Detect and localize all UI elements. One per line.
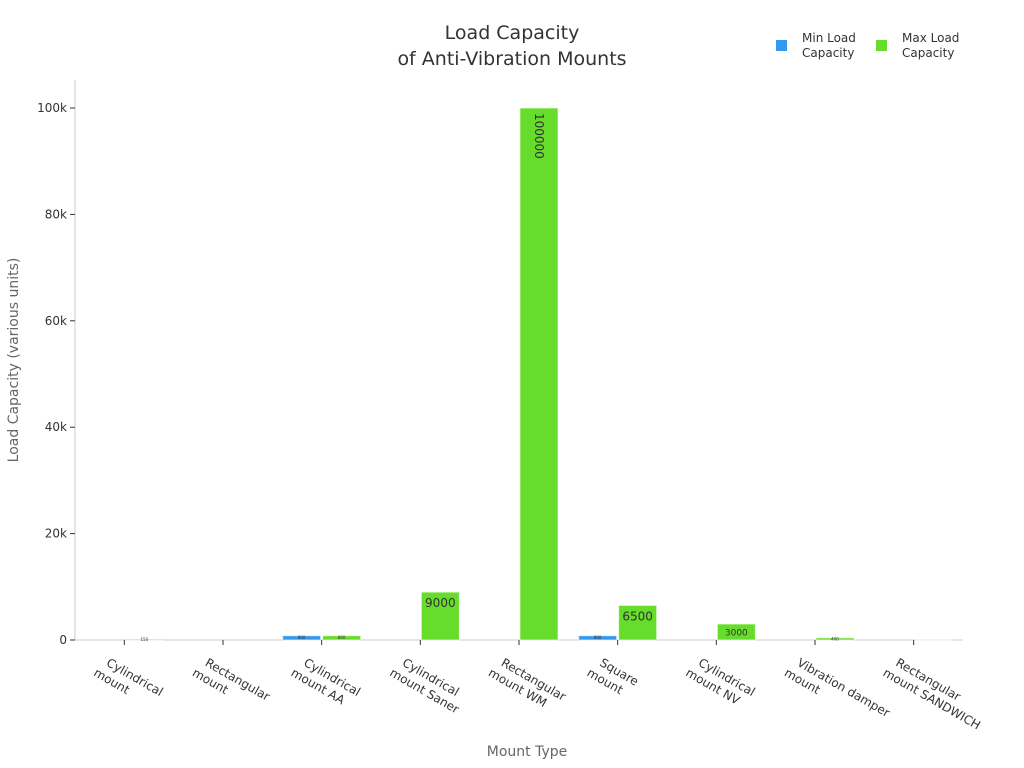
y-tick-label: 20k bbox=[45, 527, 67, 541]
y-tick-label: 60k bbox=[45, 314, 67, 328]
bar-data-label: 800 bbox=[338, 635, 346, 640]
min-load-bar bbox=[282, 635, 322, 641]
x-tick-label: Rectangularmount WM bbox=[486, 652, 568, 716]
x-tick-label: Squaremount bbox=[585, 652, 641, 701]
chart-title-line-2: of Anti-Vibration Mounts bbox=[397, 48, 627, 70]
bar-data-label: 800 bbox=[298, 635, 306, 640]
bar-data-label: 800 bbox=[594, 635, 602, 640]
x-tick-label: Rectangularmount SANDWICH bbox=[881, 652, 991, 732]
y-tick-label: 40k bbox=[45, 420, 67, 434]
max-load-bar bbox=[322, 635, 362, 641]
legend-item-min[interactable]: Min Load Capacity bbox=[776, 31, 872, 61]
chart-title-line-1: Load Capacity bbox=[444, 22, 580, 44]
max-load-bar bbox=[815, 637, 855, 641]
y-tick-label: 100k bbox=[37, 101, 67, 115]
y-tick-label: 0 bbox=[59, 633, 67, 647]
legend-swatch-min bbox=[776, 40, 787, 51]
legend-label-min-line-2: Capacity bbox=[802, 46, 855, 60]
x-tick-label: Cylindricalmount AA bbox=[289, 652, 363, 712]
x-tick-label: Rectangularmount bbox=[190, 652, 272, 716]
x-tick-label: Cylindricalmount NV bbox=[683, 652, 757, 712]
y-tick-label: 80k bbox=[45, 207, 67, 221]
bar-data-label: 6500 bbox=[622, 609, 653, 623]
legend-label-min-line-1: Min Load bbox=[802, 31, 856, 45]
legend-label-max-line-1: Max Load bbox=[902, 31, 960, 45]
max-load-bar bbox=[716, 623, 756, 641]
bar-data-label: 400 bbox=[831, 636, 839, 641]
max-load-bar bbox=[124, 638, 164, 641]
bar-data-label: 3000 bbox=[725, 629, 748, 639]
x-tick-label: Cylindricalmount bbox=[91, 652, 165, 712]
max-load-bar bbox=[420, 591, 460, 641]
bar-data-label: 100000 bbox=[532, 113, 546, 159]
max-load-bar bbox=[618, 604, 658, 641]
legend-label-min: Min Load Capacity bbox=[802, 31, 872, 61]
bar-data-label: 9000 bbox=[425, 596, 456, 610]
chart-legend: Min Load Capacity Max Load Capacity bbox=[776, 31, 1006, 65]
x-tick-label: Cylindricalmount Saner bbox=[387, 652, 469, 716]
min-load-bar bbox=[578, 635, 618, 641]
legend-swatch-max bbox=[876, 40, 887, 51]
legend-item-max[interactable]: Max Load Capacity bbox=[876, 31, 972, 61]
chart-title: Load Capacity of Anti-Vibration Mounts bbox=[300, 20, 724, 72]
y-axis-title: Load Capacity (various units) bbox=[6, 258, 22, 463]
bar-data-label: 150 bbox=[141, 637, 149, 642]
max-load-bar bbox=[519, 107, 559, 641]
legend-label-max-line-2: Capacity bbox=[902, 46, 955, 60]
legend-label-max: Max Load Capacity bbox=[902, 31, 972, 61]
x-axis-title: Mount Type bbox=[487, 744, 568, 760]
x-tick-label: Vibration dampermount bbox=[782, 652, 892, 732]
